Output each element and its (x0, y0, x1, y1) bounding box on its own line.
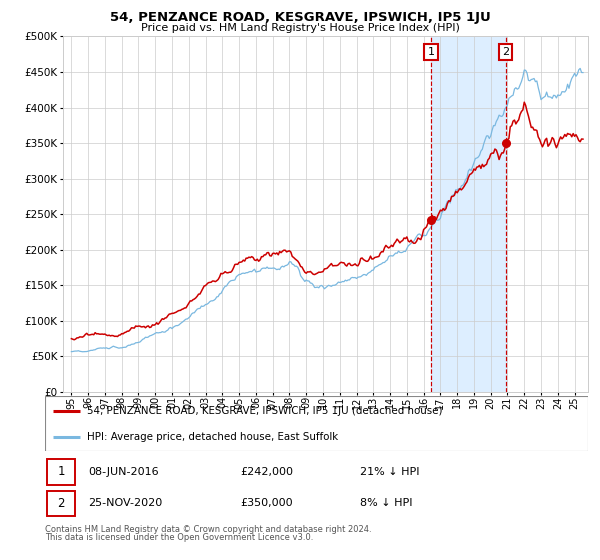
Text: Contains HM Land Registry data © Crown copyright and database right 2024.: Contains HM Land Registry data © Crown c… (45, 525, 371, 534)
Text: Price paid vs. HM Land Registry's House Price Index (HPI): Price paid vs. HM Land Registry's House … (140, 23, 460, 33)
Text: £242,000: £242,000 (241, 467, 293, 477)
Text: 21% ↓ HPI: 21% ↓ HPI (360, 467, 419, 477)
Text: £350,000: £350,000 (241, 498, 293, 508)
Bar (47, 459, 76, 484)
Text: 08-JUN-2016: 08-JUN-2016 (88, 467, 159, 477)
Text: 1: 1 (428, 47, 434, 57)
Bar (47, 491, 76, 516)
Text: 54, PENZANCE ROAD, KESGRAVE, IPSWICH, IP5 1JU: 54, PENZANCE ROAD, KESGRAVE, IPSWICH, IP… (110, 11, 490, 24)
Text: HPI: Average price, detached house, East Suffolk: HPI: Average price, detached house, East… (87, 432, 338, 442)
Text: 1: 1 (58, 465, 65, 478)
Text: 2: 2 (502, 47, 509, 57)
Text: 8% ↓ HPI: 8% ↓ HPI (360, 498, 412, 508)
Text: 54, PENZANCE ROAD, KESGRAVE, IPSWICH, IP5 1JU (detached house): 54, PENZANCE ROAD, KESGRAVE, IPSWICH, IP… (87, 406, 442, 416)
Text: 2: 2 (58, 497, 65, 510)
Text: This data is licensed under the Open Government Licence v3.0.: This data is licensed under the Open Gov… (45, 533, 313, 542)
Text: 25-NOV-2020: 25-NOV-2020 (88, 498, 163, 508)
Bar (431, 36, 506, 392)
